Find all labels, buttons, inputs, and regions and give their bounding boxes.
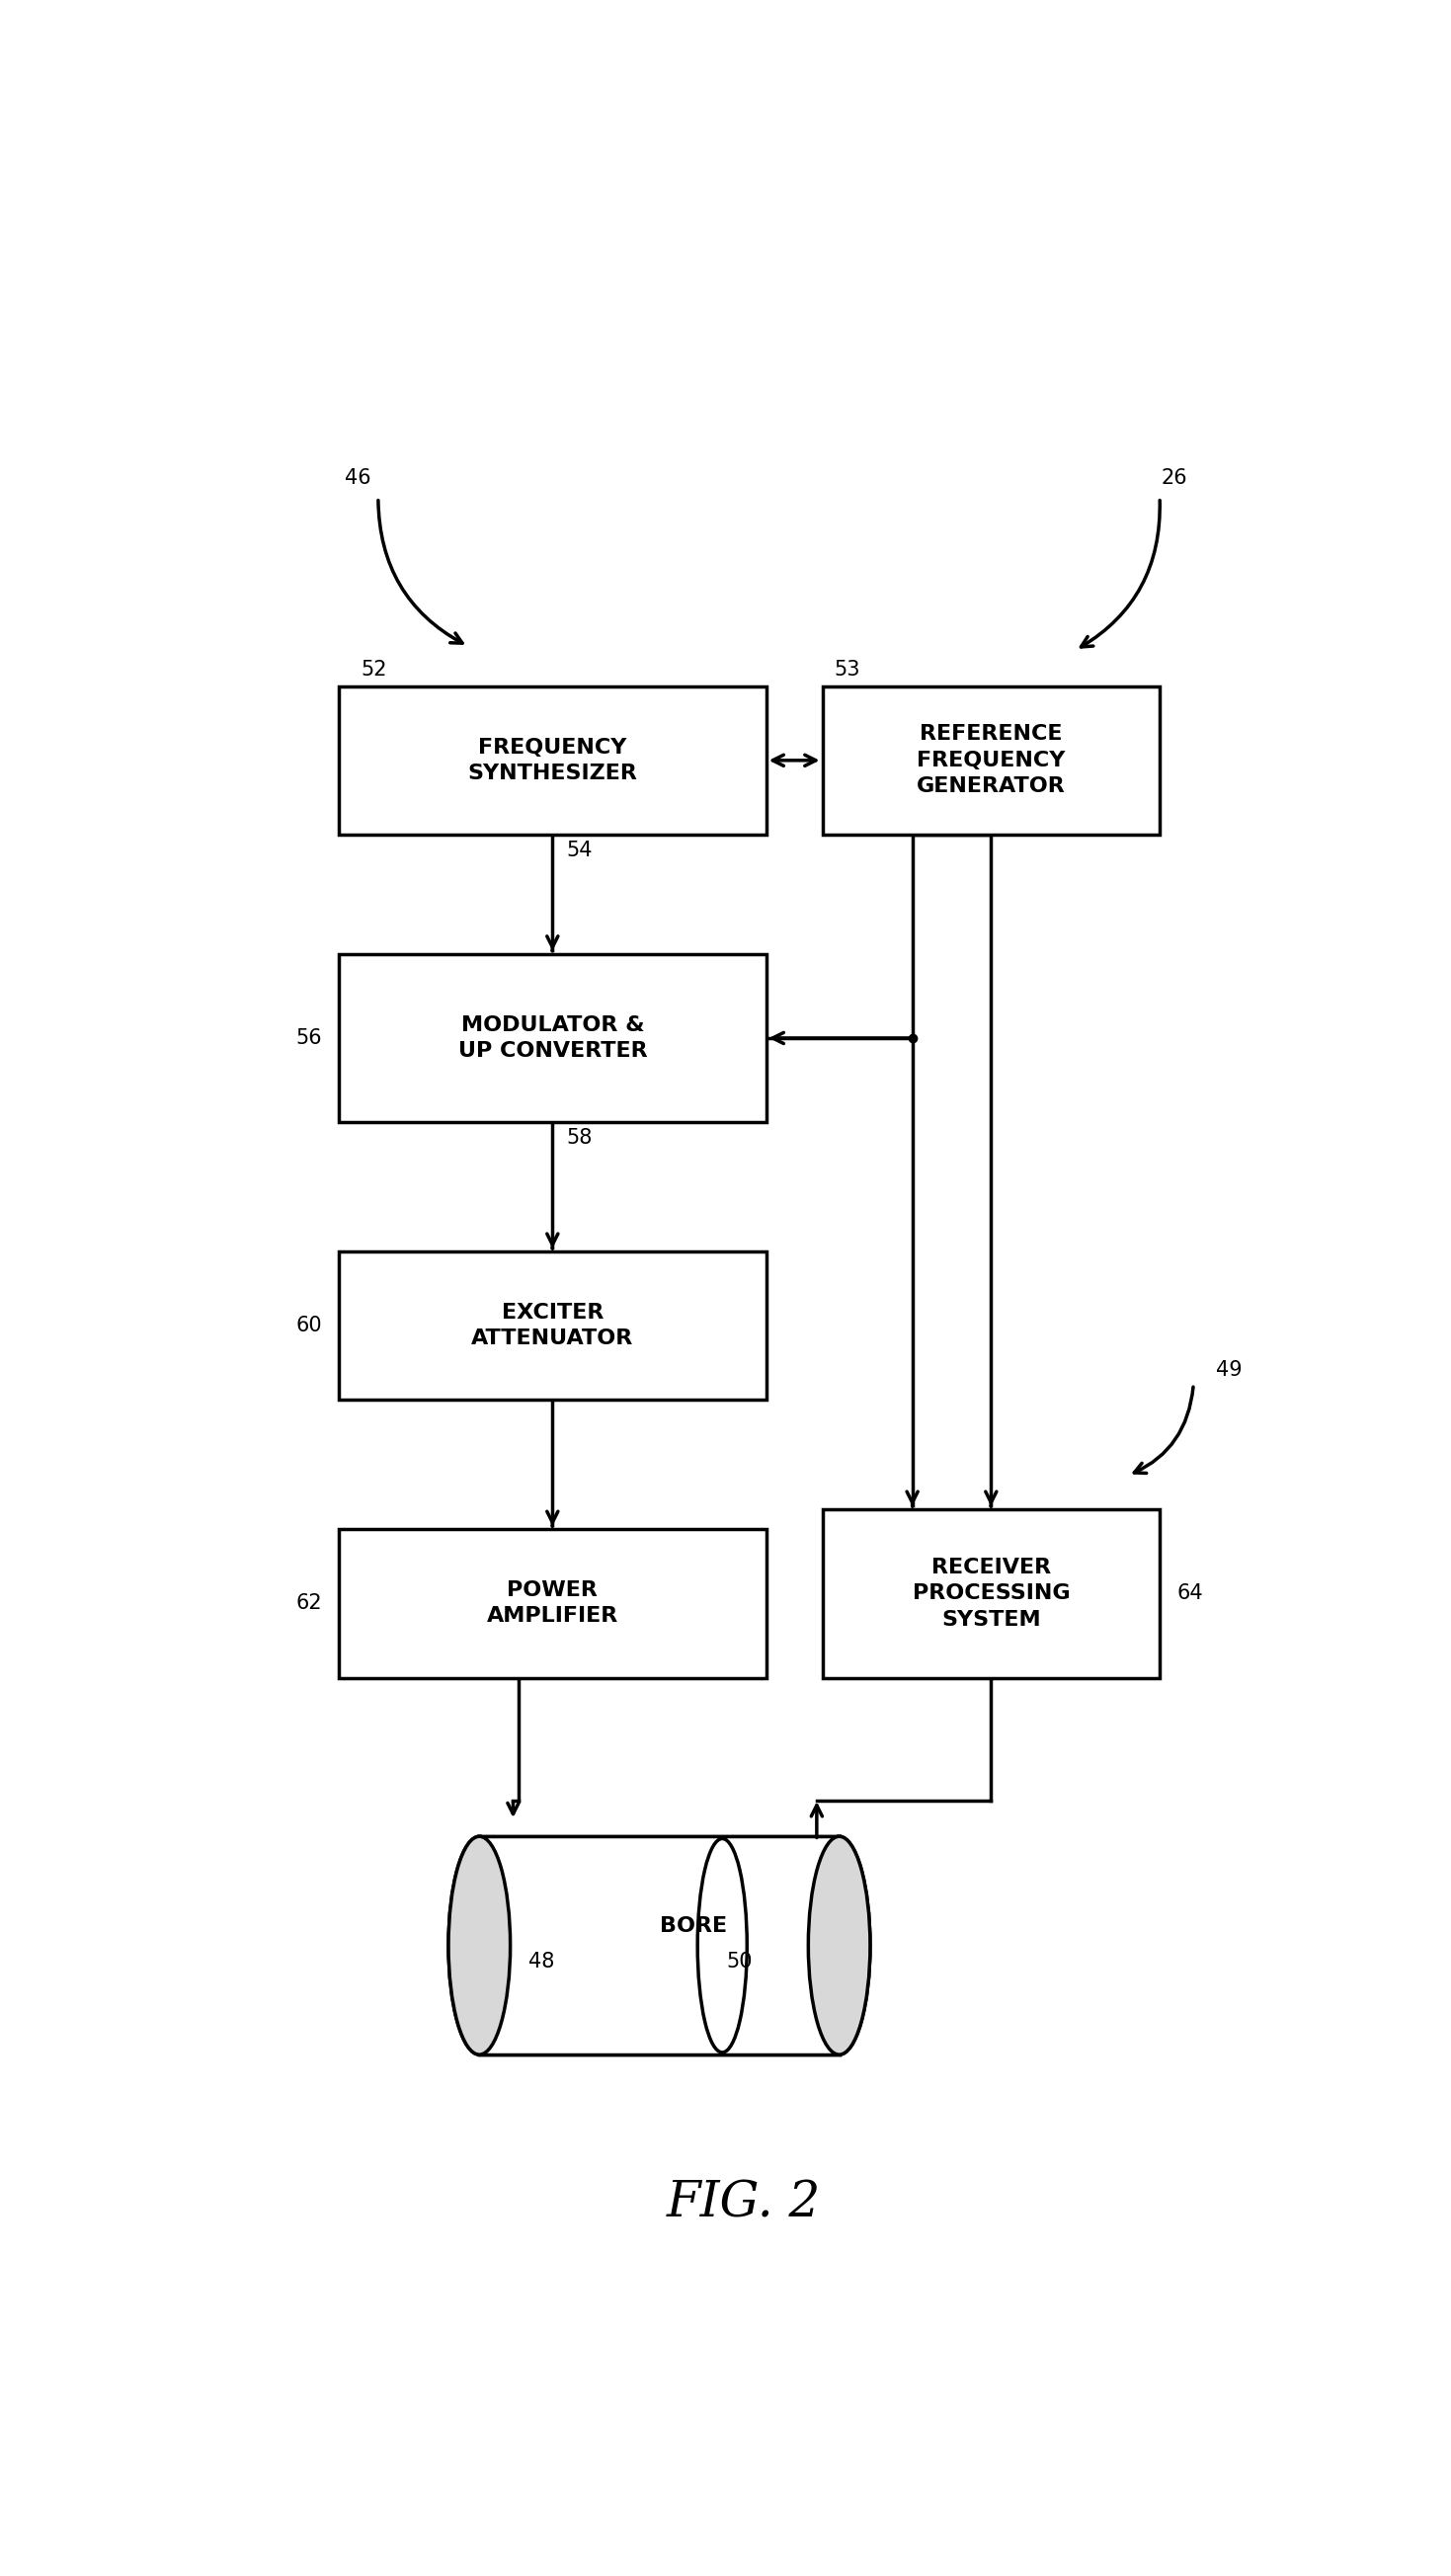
Bar	[823, 685, 1159, 835]
Text: 53: 53	[833, 659, 860, 680]
Text: 26: 26	[1162, 469, 1188, 487]
Bar	[479, 1837, 839, 2056]
Text: 56: 56	[296, 1028, 322, 1048]
Bar	[479, 1837, 839, 2056]
Text: MODULATOR &
UP CONVERTER: MODULATOR & UP CONVERTER	[459, 1015, 647, 1061]
Ellipse shape	[448, 1837, 511, 2056]
Bar	[340, 1252, 766, 1401]
Text: 62: 62	[296, 1595, 322, 1613]
Text: RECEIVER
PROCESSING
SYSTEM: RECEIVER PROCESSING SYSTEM	[913, 1558, 1069, 1631]
Text: 49: 49	[1216, 1360, 1242, 1381]
Bar	[479, 1837, 839, 2056]
Text: EXCITER
ATTENUATOR: EXCITER ATTENUATOR	[472, 1303, 634, 1350]
Text: REFERENCE
FREQUENCY
GENERATOR: REFERENCE FREQUENCY GENERATOR	[917, 724, 1065, 796]
Text: FREQUENCY
SYNTHESIZER: FREQUENCY SYNTHESIZER	[467, 737, 637, 783]
Bar	[340, 1530, 766, 1677]
Text: 58: 58	[566, 1128, 592, 1149]
Bar	[340, 953, 766, 1123]
Text: 48: 48	[528, 1953, 554, 1971]
Text: 64: 64	[1177, 1584, 1203, 1602]
Text: 52: 52	[361, 659, 387, 680]
Text: 50: 50	[726, 1953, 752, 1971]
Ellipse shape	[808, 1837, 871, 2056]
Text: 54: 54	[566, 840, 592, 860]
Bar	[823, 1510, 1159, 1677]
Text: BORE: BORE	[659, 1917, 727, 1935]
Text: 60: 60	[296, 1316, 322, 1334]
Ellipse shape	[808, 1837, 871, 2056]
Text: POWER
AMPLIFIER: POWER AMPLIFIER	[486, 1582, 618, 1625]
Bar	[340, 685, 766, 835]
Text: 46: 46	[344, 469, 370, 487]
Ellipse shape	[448, 1837, 511, 2056]
Text: FIG. 2: FIG. 2	[666, 2179, 821, 2228]
